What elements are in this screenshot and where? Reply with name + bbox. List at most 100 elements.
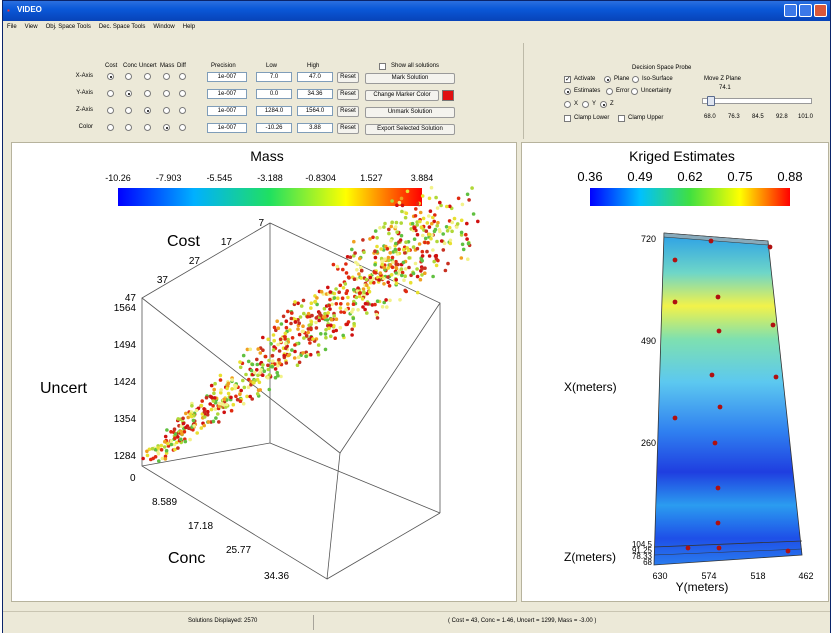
solution-point[interactable]	[393, 225, 398, 229]
solution-point[interactable]	[411, 245, 416, 249]
solution-point[interactable]	[430, 221, 434, 226]
solution-point[interactable]	[448, 238, 453, 243]
solution-point[interactable]	[284, 325, 289, 330]
solution-point[interactable]	[394, 259, 398, 264]
solution-point[interactable]	[141, 456, 145, 461]
solution-point[interactable]	[450, 229, 454, 234]
solution-point[interactable]	[251, 380, 255, 385]
solution-point[interactable]	[160, 456, 165, 461]
solution-point[interactable]	[447, 219, 452, 223]
solution-point[interactable]	[173, 447, 177, 452]
solution-point[interactable]	[149, 457, 153, 462]
solution-point[interactable]	[394, 262, 399, 267]
solution-point[interactable]	[331, 329, 336, 334]
solution-point[interactable]	[319, 289, 324, 294]
solution-point[interactable]	[345, 255, 350, 259]
solution-point[interactable]	[354, 295, 359, 300]
solution-point[interactable]	[432, 229, 437, 234]
well-sample-points[interactable]	[672, 238, 791, 554]
solution-point[interactable]	[398, 298, 402, 302]
solution-point[interactable]	[255, 392, 260, 396]
solution-point[interactable]	[417, 242, 422, 246]
solution-point[interactable]	[342, 310, 347, 315]
well-sample-point[interactable]	[715, 520, 721, 526]
axis-variable-radio[interactable]	[163, 107, 170, 114]
clamp-upper-checkbox[interactable]	[618, 115, 625, 122]
solution-point[interactable]	[433, 213, 437, 217]
solution-point[interactable]	[172, 427, 177, 432]
solution-point[interactable]	[420, 249, 425, 254]
solution-point[interactable]	[331, 262, 336, 267]
solution-point[interactable]	[326, 285, 330, 290]
solution-point[interactable]	[432, 259, 437, 264]
solution-point[interactable]	[378, 226, 382, 230]
solution-point[interactable]	[470, 186, 474, 190]
solution-point[interactable]	[150, 446, 155, 451]
solution-point[interactable]	[415, 220, 420, 224]
solution-point[interactable]	[406, 248, 411, 253]
solution-point[interactable]	[403, 215, 408, 220]
axis-variable-radio[interactable]	[144, 107, 151, 114]
solution-point[interactable]	[212, 396, 217, 400]
solution-point[interactable]	[383, 257, 387, 261]
solution-point[interactable]	[229, 408, 234, 413]
solution-point[interactable]	[284, 319, 289, 323]
solution-point[interactable]	[258, 351, 263, 355]
solution-point[interactable]	[328, 290, 333, 294]
solution-point[interactable]	[296, 301, 300, 306]
solution-point[interactable]	[389, 273, 394, 277]
solution-point[interactable]	[301, 351, 305, 355]
solution-point[interactable]	[346, 302, 350, 306]
solution-point[interactable]	[411, 271, 416, 276]
data-estimates-radio[interactable]	[564, 88, 571, 95]
solution-point[interactable]	[209, 407, 214, 412]
solution-point[interactable]	[362, 290, 366, 294]
solution-point[interactable]	[448, 241, 453, 246]
reset-button[interactable]: Reset	[337, 123, 359, 134]
solution-point[interactable]	[382, 225, 386, 229]
solution-point[interactable]	[407, 256, 412, 260]
solution-point[interactable]	[286, 353, 291, 358]
solution-point[interactable]	[413, 261, 418, 266]
well-sample-point[interactable]	[767, 244, 773, 250]
solution-point[interactable]	[393, 247, 398, 252]
solution-point[interactable]	[337, 290, 342, 294]
solution-point[interactable]	[301, 324, 305, 328]
solution-point[interactable]	[175, 440, 179, 445]
solution-point[interactable]	[386, 258, 391, 263]
solution-point[interactable]	[387, 284, 392, 288]
solution-point[interactable]	[316, 343, 321, 347]
solution-point[interactable]	[374, 310, 378, 314]
solution-point[interactable]	[246, 385, 251, 389]
solution-point[interactable]	[466, 241, 471, 246]
solution-point[interactable]	[186, 415, 190, 420]
solution-point[interactable]	[274, 328, 278, 332]
solution-point[interactable]	[182, 430, 187, 434]
kriged-estimates-plot[interactable]: Kriged Estimates 0.36 0.49 0.62 0.75 0.88 X(…	[522, 143, 829, 602]
solution-point[interactable]	[461, 247, 466, 252]
solution-point[interactable]	[238, 365, 243, 370]
solution-point[interactable]	[231, 402, 236, 407]
solution-point[interactable]	[241, 353, 246, 358]
solution-point[interactable]	[156, 446, 160, 450]
unmark-solution-button[interactable]: Unmark Solution	[365, 107, 455, 118]
axis-variable-radio[interactable]	[179, 124, 186, 131]
solution-point[interactable]	[290, 336, 295, 340]
solution-point[interactable]	[434, 263, 439, 268]
solution-point[interactable]	[394, 220, 399, 225]
solution-point[interactable]	[289, 316, 294, 321]
solution-point[interactable]	[343, 282, 348, 286]
axis-variable-radio[interactable]	[107, 73, 114, 80]
solution-point[interactable]	[307, 323, 312, 328]
solution-point[interactable]	[266, 337, 270, 342]
solution-point[interactable]	[402, 247, 406, 252]
solution-point[interactable]	[418, 277, 423, 282]
solution-point[interactable]	[277, 361, 282, 365]
solution-point[interactable]	[311, 337, 315, 341]
solution-point[interactable]	[179, 429, 183, 434]
solution-point[interactable]	[250, 362, 255, 367]
solution-point[interactable]	[460, 202, 465, 207]
solution-point[interactable]	[379, 256, 384, 261]
solution-point[interactable]	[239, 388, 243, 393]
solution-point[interactable]	[402, 278, 406, 282]
